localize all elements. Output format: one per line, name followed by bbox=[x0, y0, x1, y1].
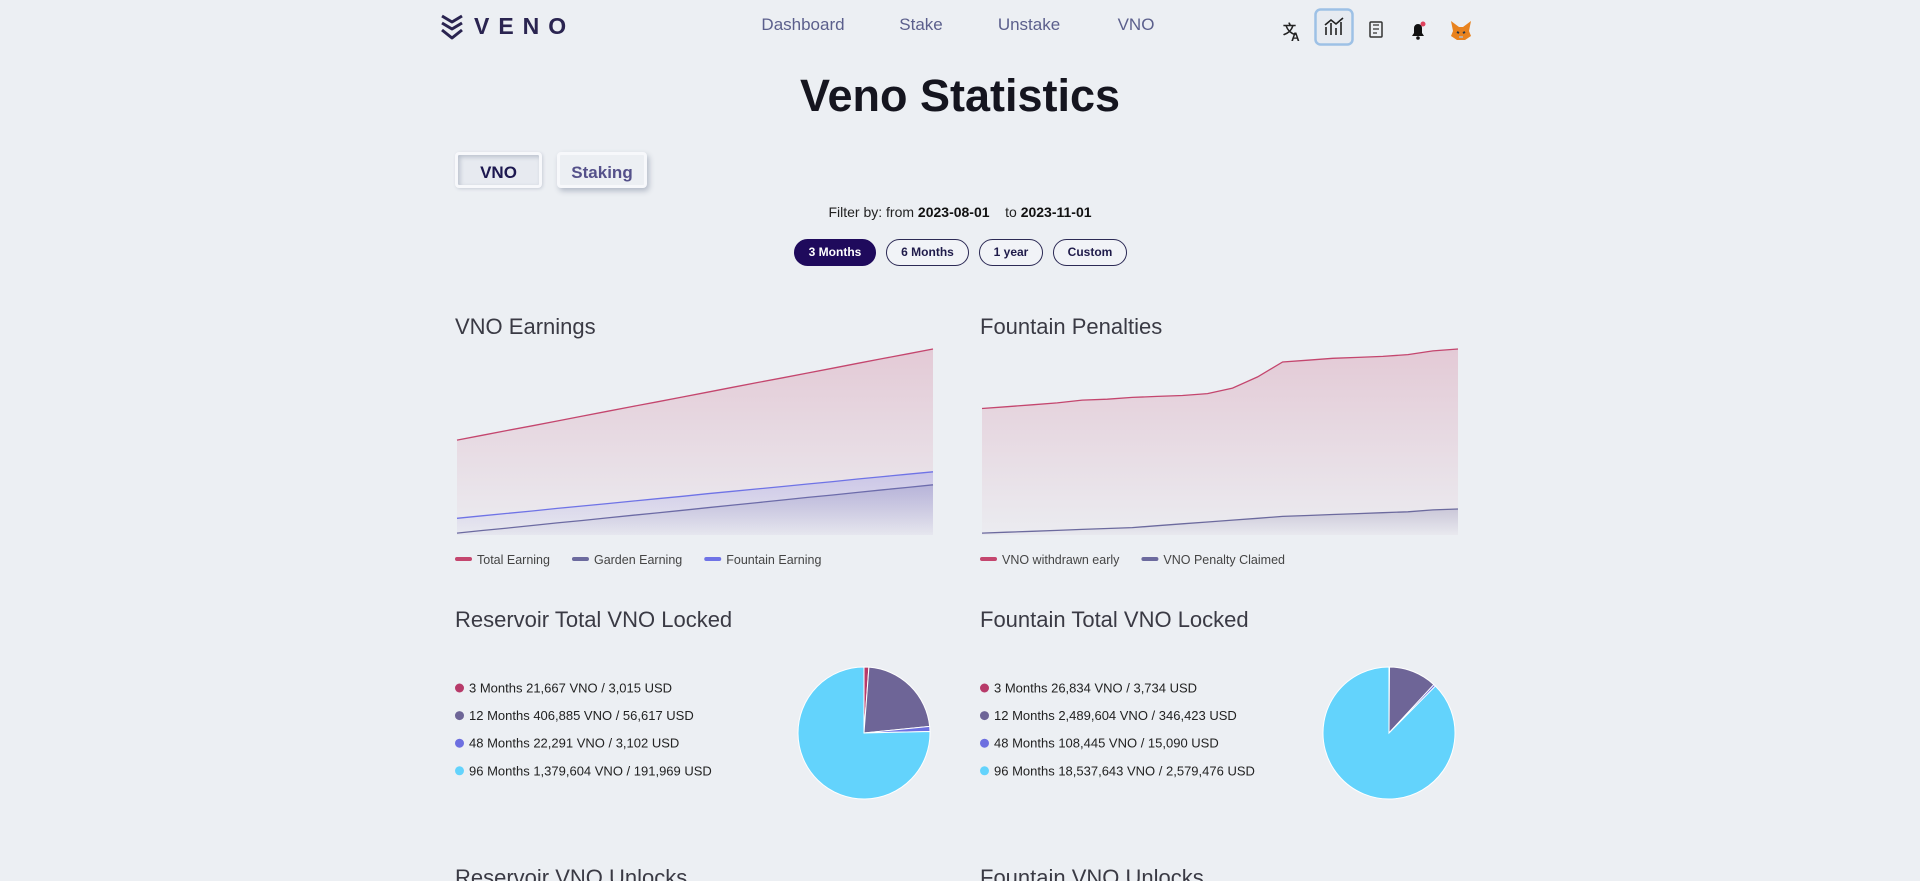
pie-slice bbox=[863, 666, 931, 734]
legend-swatch bbox=[980, 766, 989, 776]
legend-label: 3 Months 26,834 VNO / 3,734 USD bbox=[994, 681, 1197, 696]
legend-label: 12 Months 2,489,604 VNO / 346,423 USD bbox=[994, 708, 1237, 723]
svg-text:文: 文 bbox=[1283, 22, 1297, 37]
legend-label: VNO Penalty Claimed bbox=[1163, 553, 1285, 567]
section-title: Fountain VNO Unlocks bbox=[980, 865, 1204, 881]
notification-icon[interactable] bbox=[1400, 12, 1436, 48]
pie-slice bbox=[797, 666, 931, 800]
series-line bbox=[981, 508, 1459, 534]
legend-swatch bbox=[455, 683, 464, 693]
filter-line: Filter by: from 2023-08-01 to 2023-11-01 bbox=[0, 204, 1920, 220]
chart-title: VNO Earnings bbox=[455, 314, 596, 339]
legend-swatch bbox=[571, 557, 589, 561]
legend-swatch bbox=[1141, 557, 1159, 561]
legend-label: 96 Months 18,537,643 VNO / 2,579,476 USD bbox=[994, 763, 1255, 778]
nav-link[interactable]: VNO bbox=[1117, 15, 1155, 34]
legend-swatch bbox=[455, 738, 464, 748]
filter-from[interactable]: 2023-08-01 bbox=[917, 204, 990, 220]
legend-label: 96 Months 1,379,604 VNO / 191,969 USD bbox=[469, 763, 712, 778]
legend-swatch bbox=[980, 557, 997, 561]
pie-slice bbox=[1322, 666, 1456, 800]
legend-label: 48 Months 22,291 VNO / 3,102 USD bbox=[469, 736, 679, 751]
legend-label: Garden Earning bbox=[594, 553, 682, 567]
nav-link[interactable]: Stake bbox=[899, 15, 943, 34]
nav-link[interactable]: Dashboard bbox=[761, 15, 845, 34]
section-title: Reservoir VNO Unlocks bbox=[455, 865, 687, 881]
area-fill bbox=[982, 349, 1458, 535]
filter-to[interactable]: 2023-11-01 bbox=[1020, 204, 1092, 220]
wallet-icon[interactable] bbox=[1443, 12, 1479, 48]
filter-to-label: to bbox=[1005, 204, 1017, 220]
series-line bbox=[456, 348, 934, 441]
chart-title: Fountain Total VNO Locked bbox=[980, 607, 1249, 632]
docs-icon[interactable] bbox=[1358, 12, 1394, 48]
stats-icon[interactable] bbox=[1314, 8, 1354, 46]
area-fill bbox=[982, 509, 1458, 535]
range-button[interactable]: 1 year bbox=[979, 239, 1043, 266]
legend-swatch bbox=[980, 711, 989, 721]
chart-title: Reservoir Total VNO Locked bbox=[455, 607, 732, 632]
legend-swatch bbox=[455, 766, 464, 776]
svg-text:A: A bbox=[1291, 30, 1300, 44]
legend-label: VNO withdrawn early bbox=[1002, 553, 1120, 567]
filter-prefix: Filter by: from bbox=[828, 204, 915, 220]
series-line bbox=[981, 348, 1459, 410]
range-button[interactable]: Custom bbox=[1053, 239, 1127, 266]
legend-swatch bbox=[704, 557, 722, 561]
legend-swatch bbox=[455, 557, 472, 561]
legend-label: 48 Months 108,445 VNO / 15,090 USD bbox=[994, 736, 1219, 751]
tab[interactable]: Staking bbox=[557, 152, 647, 188]
legend-swatch bbox=[980, 683, 989, 693]
tab[interactable]: VNO bbox=[455, 152, 542, 188]
page-title: Veno Statistics bbox=[799, 70, 1121, 121]
area-fill bbox=[457, 471, 933, 535]
logo[interactable]: VENO bbox=[474, 13, 576, 39]
chart-title: Fountain Penalties bbox=[980, 314, 1162, 339]
language-icon[interactable]: 文A bbox=[1272, 12, 1308, 48]
legend-swatch bbox=[980, 738, 989, 748]
range-button[interactable]: 6 Months bbox=[886, 239, 969, 266]
series-line bbox=[456, 471, 934, 519]
legend-label: 3 Months 21,667 VNO / 3,015 USD bbox=[469, 681, 672, 696]
legend-swatch bbox=[455, 711, 464, 721]
legend-label: Fountain Earning bbox=[726, 553, 821, 567]
range-button[interactable]: 3 Months bbox=[794, 239, 876, 266]
nav-link[interactable]: Unstake bbox=[997, 15, 1061, 34]
legend-label: 12 Months 406,885 VNO / 56,617 USD bbox=[469, 708, 694, 723]
legend-label: Total Earning bbox=[477, 553, 550, 567]
logo-mark[interactable] bbox=[440, 13, 464, 41]
